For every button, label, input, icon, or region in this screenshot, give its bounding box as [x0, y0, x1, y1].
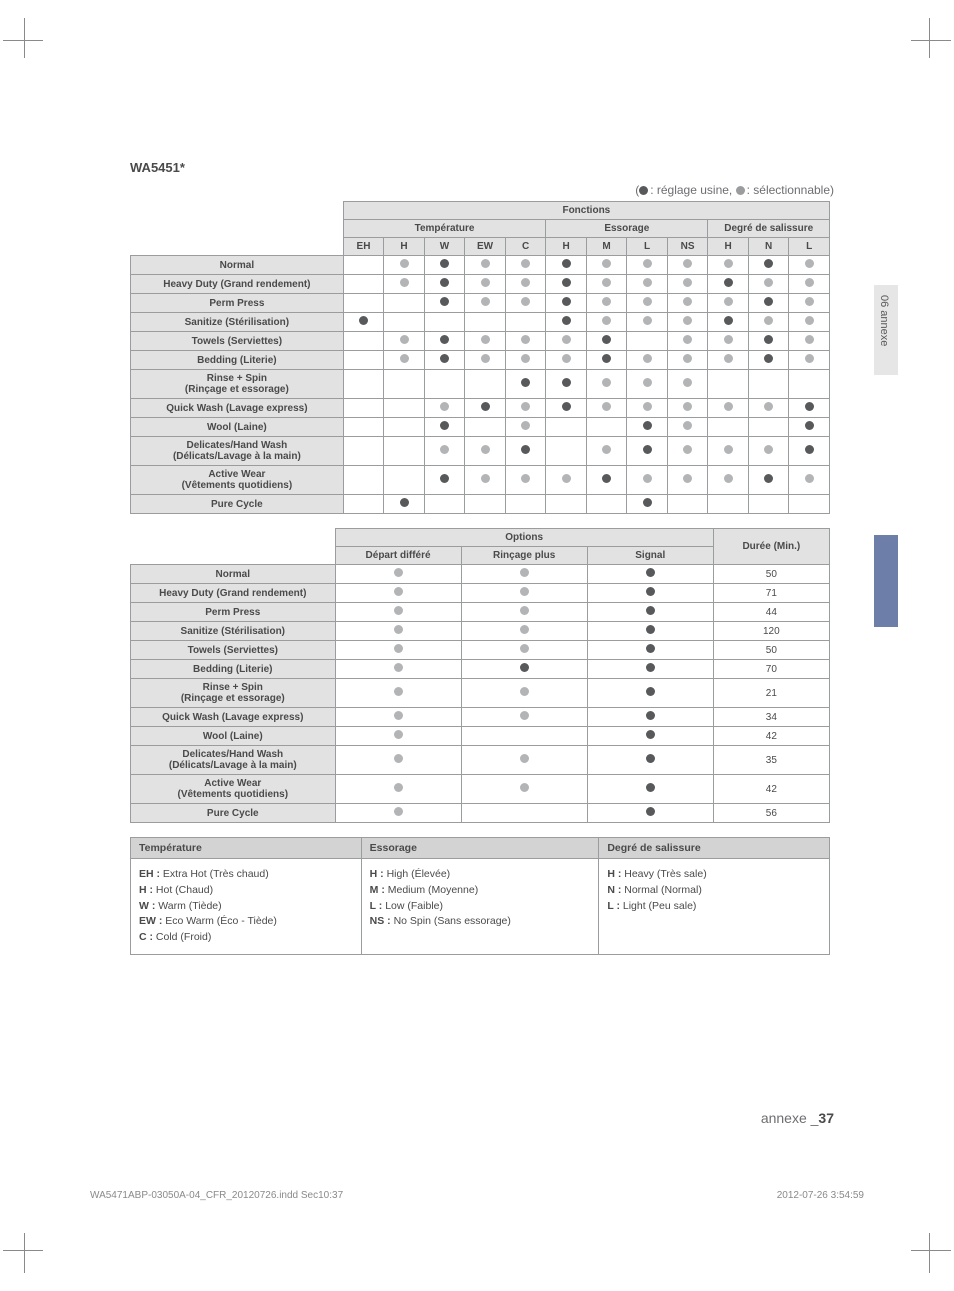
temp-legend-body: EH : Extra Hot (Très chaud)H : Hot (Chau…	[131, 859, 362, 955]
cycle-row-label: Perm Press	[131, 603, 336, 622]
cycle-row-label: Heavy Duty (Grand rendement)	[131, 584, 336, 603]
spin-legend-body: H : High (Élevée)M : Medium (Moyenne)L :…	[361, 859, 599, 955]
cycle-row-label: Bedding (Literie)	[131, 351, 344, 370]
cycle-row-label: Quick Wash (Lavage express)	[131, 399, 344, 418]
cycle-row-label: Pure Cycle	[131, 495, 344, 514]
cycle-row-label: Wool (Laine)	[131, 418, 344, 437]
cycle-row-label: Heavy Duty (Grand rendement)	[131, 275, 344, 294]
cycle-row-label: Delicates/Hand Wash(Délicats/Lavage à la…	[131, 437, 344, 466]
cycle-row-label: Normal	[131, 256, 344, 275]
cycle-row-label: Sanitize (Stérilisation)	[131, 622, 336, 641]
abbreviation-legend: Température Essorage Degré de salissure …	[130, 837, 830, 955]
page-footer: annexe _37	[761, 1110, 834, 1126]
soil-legend-body: H : Heavy (Très sale)N : Normal (Normal)…	[599, 859, 830, 955]
print-metadata: WA5471ABP-03050A-04_CFR_20120726.indd Se…	[90, 1190, 864, 1201]
cycle-row-label: Wool (Laine)	[131, 727, 336, 746]
cycle-row-label: Bedding (Literie)	[131, 660, 336, 679]
cycle-row-label: Rinse + Spin(Rinçage et essorage)	[131, 370, 344, 399]
cycle-row-label: Rinse + Spin(Rinçage et essorage)	[131, 679, 336, 708]
page-content: WA5451* (: réglage usine, : sélectionnab…	[60, 60, 894, 1231]
functions-table: Fonctions Température Essorage Degré de …	[130, 201, 830, 514]
cycle-row-label: Pure Cycle	[131, 804, 336, 823]
cycle-row-label: Delicates/Hand Wash(Délicats/Lavage à la…	[131, 746, 336, 775]
cycle-row-label: Towels (Serviettes)	[131, 332, 344, 351]
cycle-row-label: Sanitize (Stérilisation)	[131, 313, 344, 332]
cycle-row-label: Normal	[131, 565, 336, 584]
section-tab: 06 annexe	[874, 285, 898, 485]
cycle-row-label: Quick Wash (Lavage express)	[131, 708, 336, 727]
model-number: WA5451*	[130, 160, 894, 175]
cycle-row-label: Towels (Serviettes)	[131, 641, 336, 660]
cycle-row-label: Perm Press	[131, 294, 344, 313]
dot-legend: (: réglage usine, : sélectionnable)	[60, 183, 834, 197]
cycle-row-label: Active Wear(Vêtements quotidiens)	[131, 466, 344, 495]
cycle-row-label: Active Wear(Vêtements quotidiens)	[131, 775, 336, 804]
options-table: Options Durée (Min.) Départ différé Rinç…	[130, 528, 830, 823]
